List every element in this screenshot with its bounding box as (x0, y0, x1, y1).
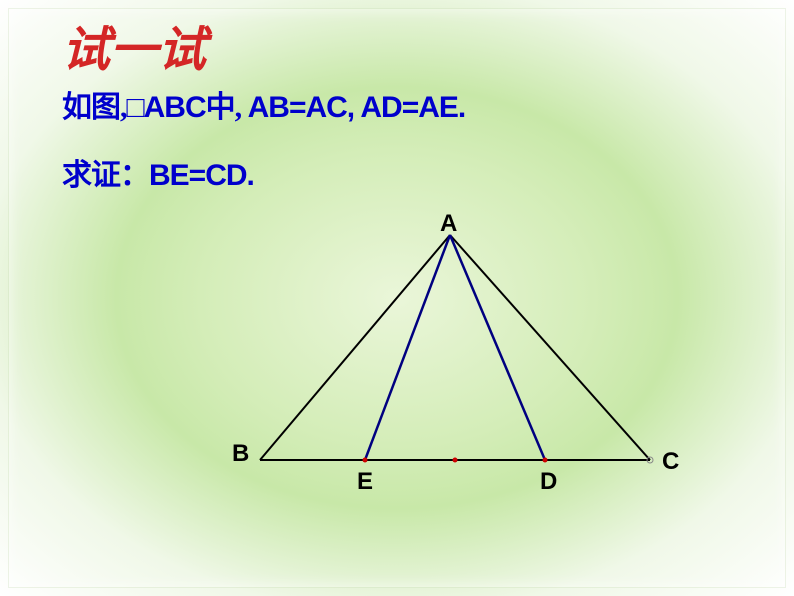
label-b: B (232, 440, 249, 468)
marker-d (543, 458, 548, 463)
label-e: E (357, 468, 373, 496)
line-ad (450, 235, 545, 460)
problem-text-line2: 求证：BE=CD. (62, 150, 254, 194)
line1-mid: 中, (206, 91, 248, 124)
line2-prefix: 求证： (62, 159, 149, 192)
line-ae (365, 235, 450, 460)
line-ac (450, 235, 650, 460)
slide-title: 试一试 (62, 10, 206, 80)
marker-e (363, 458, 368, 463)
label-a: A (440, 210, 457, 238)
triangle-symbol: □ (127, 91, 144, 124)
triangle-svg (200, 210, 680, 510)
line1-prefix: 如图, (62, 91, 127, 124)
line1-eq: AB=AC, AD=AE. (248, 91, 466, 124)
label-c: C (662, 448, 679, 476)
label-d: D (540, 468, 557, 496)
geometry-diagram: A B C E D (200, 210, 680, 510)
marker-m (453, 458, 458, 463)
line2-eq: BE=CD. (149, 159, 254, 192)
line-ab (260, 235, 450, 460)
problem-text-line1: 如图,□ABC中, AB=AC, AD=AE. (62, 82, 465, 126)
line1-triangle: ABC (144, 91, 206, 124)
